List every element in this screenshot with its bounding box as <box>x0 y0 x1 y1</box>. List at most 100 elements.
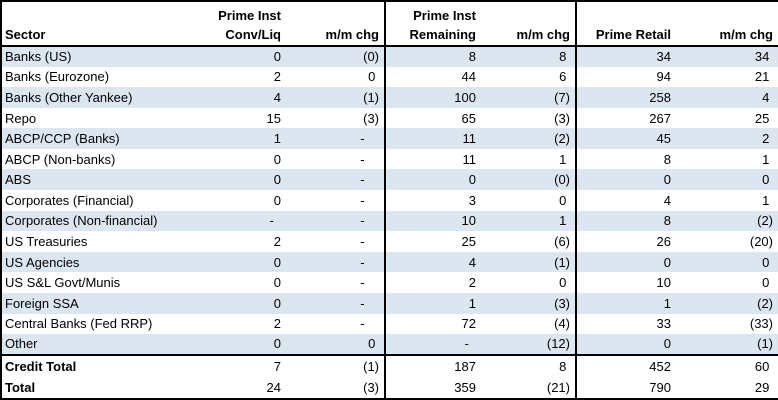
mm-chg-cell: (21) <box>481 376 577 399</box>
value-cell: 8 <box>663 151 671 167</box>
mm-chg-cell: 1 <box>762 192 773 208</box>
mm-chg-cell: 29 <box>754 379 773 395</box>
value-cell: 3 <box>468 192 476 208</box>
sector-cell: Banks (Eurozone) <box>5 69 110 85</box>
value-cell: 72 <box>461 316 476 332</box>
value-cell: 1 <box>273 131 281 147</box>
mm-chg-cell: - <box>286 128 386 149</box>
mm-chg-cell: 6 <box>481 66 577 88</box>
mm-chg-cell: - <box>286 272 386 293</box>
sector-cell: Banks (Other Yankee) <box>5 89 133 105</box>
mm-chg-cell: 0 <box>481 272 577 293</box>
value-cell: 267 <box>649 110 671 126</box>
value-cell: 452 <box>576 353 676 377</box>
value-cell: 33 <box>656 316 671 332</box>
mm-chg-cell: 0 <box>762 275 773 291</box>
col-header-mm-chg-2: m/m chg <box>481 1 577 47</box>
value-cell: 11 <box>462 151 477 167</box>
sector-cell: ABS <box>5 172 32 188</box>
mm-chg-cell: (7) <box>481 87 577 108</box>
col-header-prime-retail: Prime Retail <box>576 1 676 47</box>
sector-cell: Total <box>5 379 36 395</box>
value-cell: 15 <box>266 110 281 126</box>
value-cell: 24 <box>266 379 281 395</box>
table-row: US Agencies 0- 4 (1) 0 0 <box>1 251 778 273</box>
table-row: Foreign SSA 0- 1 (3) 1 (2) <box>1 292 778 314</box>
value-cell: 0 <box>273 151 281 167</box>
sector-cell: Repo <box>5 110 37 126</box>
sector-cell: Banks (US) <box>5 49 72 65</box>
value-cell: 10 <box>656 275 671 291</box>
total-row: Total 24 (3) 359 (21) 790 29 <box>1 376 778 399</box>
mm-chg-cell: - <box>286 292 386 314</box>
mm-chg-cell: 0 <box>286 334 386 355</box>
mm-chg-cell: (2) <box>757 295 773 311</box>
table-row: Banks (Other Yankee) 4 (1) 100 (7) 258 4 <box>1 87 778 108</box>
value-cell: 8 <box>468 49 476 65</box>
mm-chg-cell: (0) <box>286 46 386 67</box>
mm-chg-cell: (1) <box>286 353 386 377</box>
col-header-prime-inst-remaining: Prime Inst Remaining <box>385 1 481 47</box>
table-row: Repo 15 (3) 65 (3) 267 25 <box>1 107 778 129</box>
sector-cell: Central Banks (Fed RRP) <box>5 316 153 332</box>
mm-chg-cell: 25 <box>754 110 773 126</box>
value-cell: 0 <box>273 49 281 65</box>
mm-chg-cell: (3) <box>481 292 577 314</box>
table-row: Central Banks (Fed RRP) 2- 72 (4) 33 (33) <box>1 313 778 335</box>
value-cell: 4 <box>273 89 281 105</box>
value-cell: 0 <box>273 295 281 311</box>
value-cell: 10 <box>461 213 476 229</box>
sector-cell: ABCP (Non-banks) <box>5 151 116 167</box>
sector-cell: Corporates (Non-financial) <box>5 213 158 229</box>
mm-chg-cell: 34 <box>754 49 773 65</box>
col-header-mm-chg-1: m/m chg <box>286 1 386 47</box>
total-row: Credit Total 7 (1) 187 8 452 60 <box>1 353 778 377</box>
mm-chg-cell: 8 <box>481 353 577 377</box>
mm-chg-cell: - <box>286 169 386 191</box>
mm-chg-cell: 0 <box>762 172 773 188</box>
mm-chg-cell: (1) <box>286 87 386 108</box>
mm-chg-cell: 1 <box>481 210 577 232</box>
value-cell: 187 <box>385 353 481 377</box>
mm-chg-cell: - <box>286 190 386 211</box>
header-row: Sector Prime Inst Conv/Liq m/m chg Prime… <box>1 1 778 47</box>
col-header-mm-chg-3: m/m chg <box>676 1 778 47</box>
value-cell: 44 <box>461 69 476 85</box>
mm-chg-cell: (2) <box>757 213 773 229</box>
table-body: Banks (US) 0 (0) 8 8 34 34 Banks (Eurozone) 2 0… <box>1 46 778 399</box>
value-cell: 1 <box>663 295 671 311</box>
mm-chg-cell: (6) <box>481 231 577 252</box>
sector-cell: US Agencies <box>5 254 80 270</box>
mm-chg-cell: (33) <box>749 316 773 332</box>
table-row: Other 0 0 - (12) 0 (1) <box>1 334 778 355</box>
value-cell: 2 <box>273 316 281 332</box>
mm-chg-cell: 1 <box>481 148 577 170</box>
mm-chg-cell: 1 <box>762 151 773 167</box>
mm-chg-cell: 2 <box>762 131 773 147</box>
mm-chg-cell: 0 <box>481 190 577 211</box>
value-cell: 94 <box>656 69 671 85</box>
value-cell: 4 <box>663 192 671 208</box>
value-cell: 4 <box>468 254 476 270</box>
value-cell: - <box>269 213 281 229</box>
mm-chg-cell: (4) <box>481 313 577 335</box>
value-cell: 8 <box>663 213 671 229</box>
table-row: US Treasuries 2- 25 (6) 26 (20) <box>1 231 778 252</box>
value-cell: 2 <box>273 233 281 249</box>
mm-chg-cell: 8 <box>481 46 577 67</box>
sector-cell: Corporates (Financial) <box>5 192 134 208</box>
mm-chg-cell: (0) <box>481 169 577 191</box>
sector-cell: ABCP/CCP (Banks) <box>5 131 120 147</box>
mm-chg-cell: - <box>286 251 386 273</box>
value-cell: 2 <box>273 69 281 85</box>
value-cell: 2 <box>468 275 476 291</box>
mm-chg-cell: (3) <box>481 107 577 129</box>
mm-chg-cell: - <box>286 313 386 335</box>
mm-chg-cell: (1) <box>757 336 773 352</box>
sector-cell: Foreign SSA <box>5 295 79 311</box>
table-row: Banks (Eurozone) 2 0 44 6 94 21 <box>1 66 778 88</box>
